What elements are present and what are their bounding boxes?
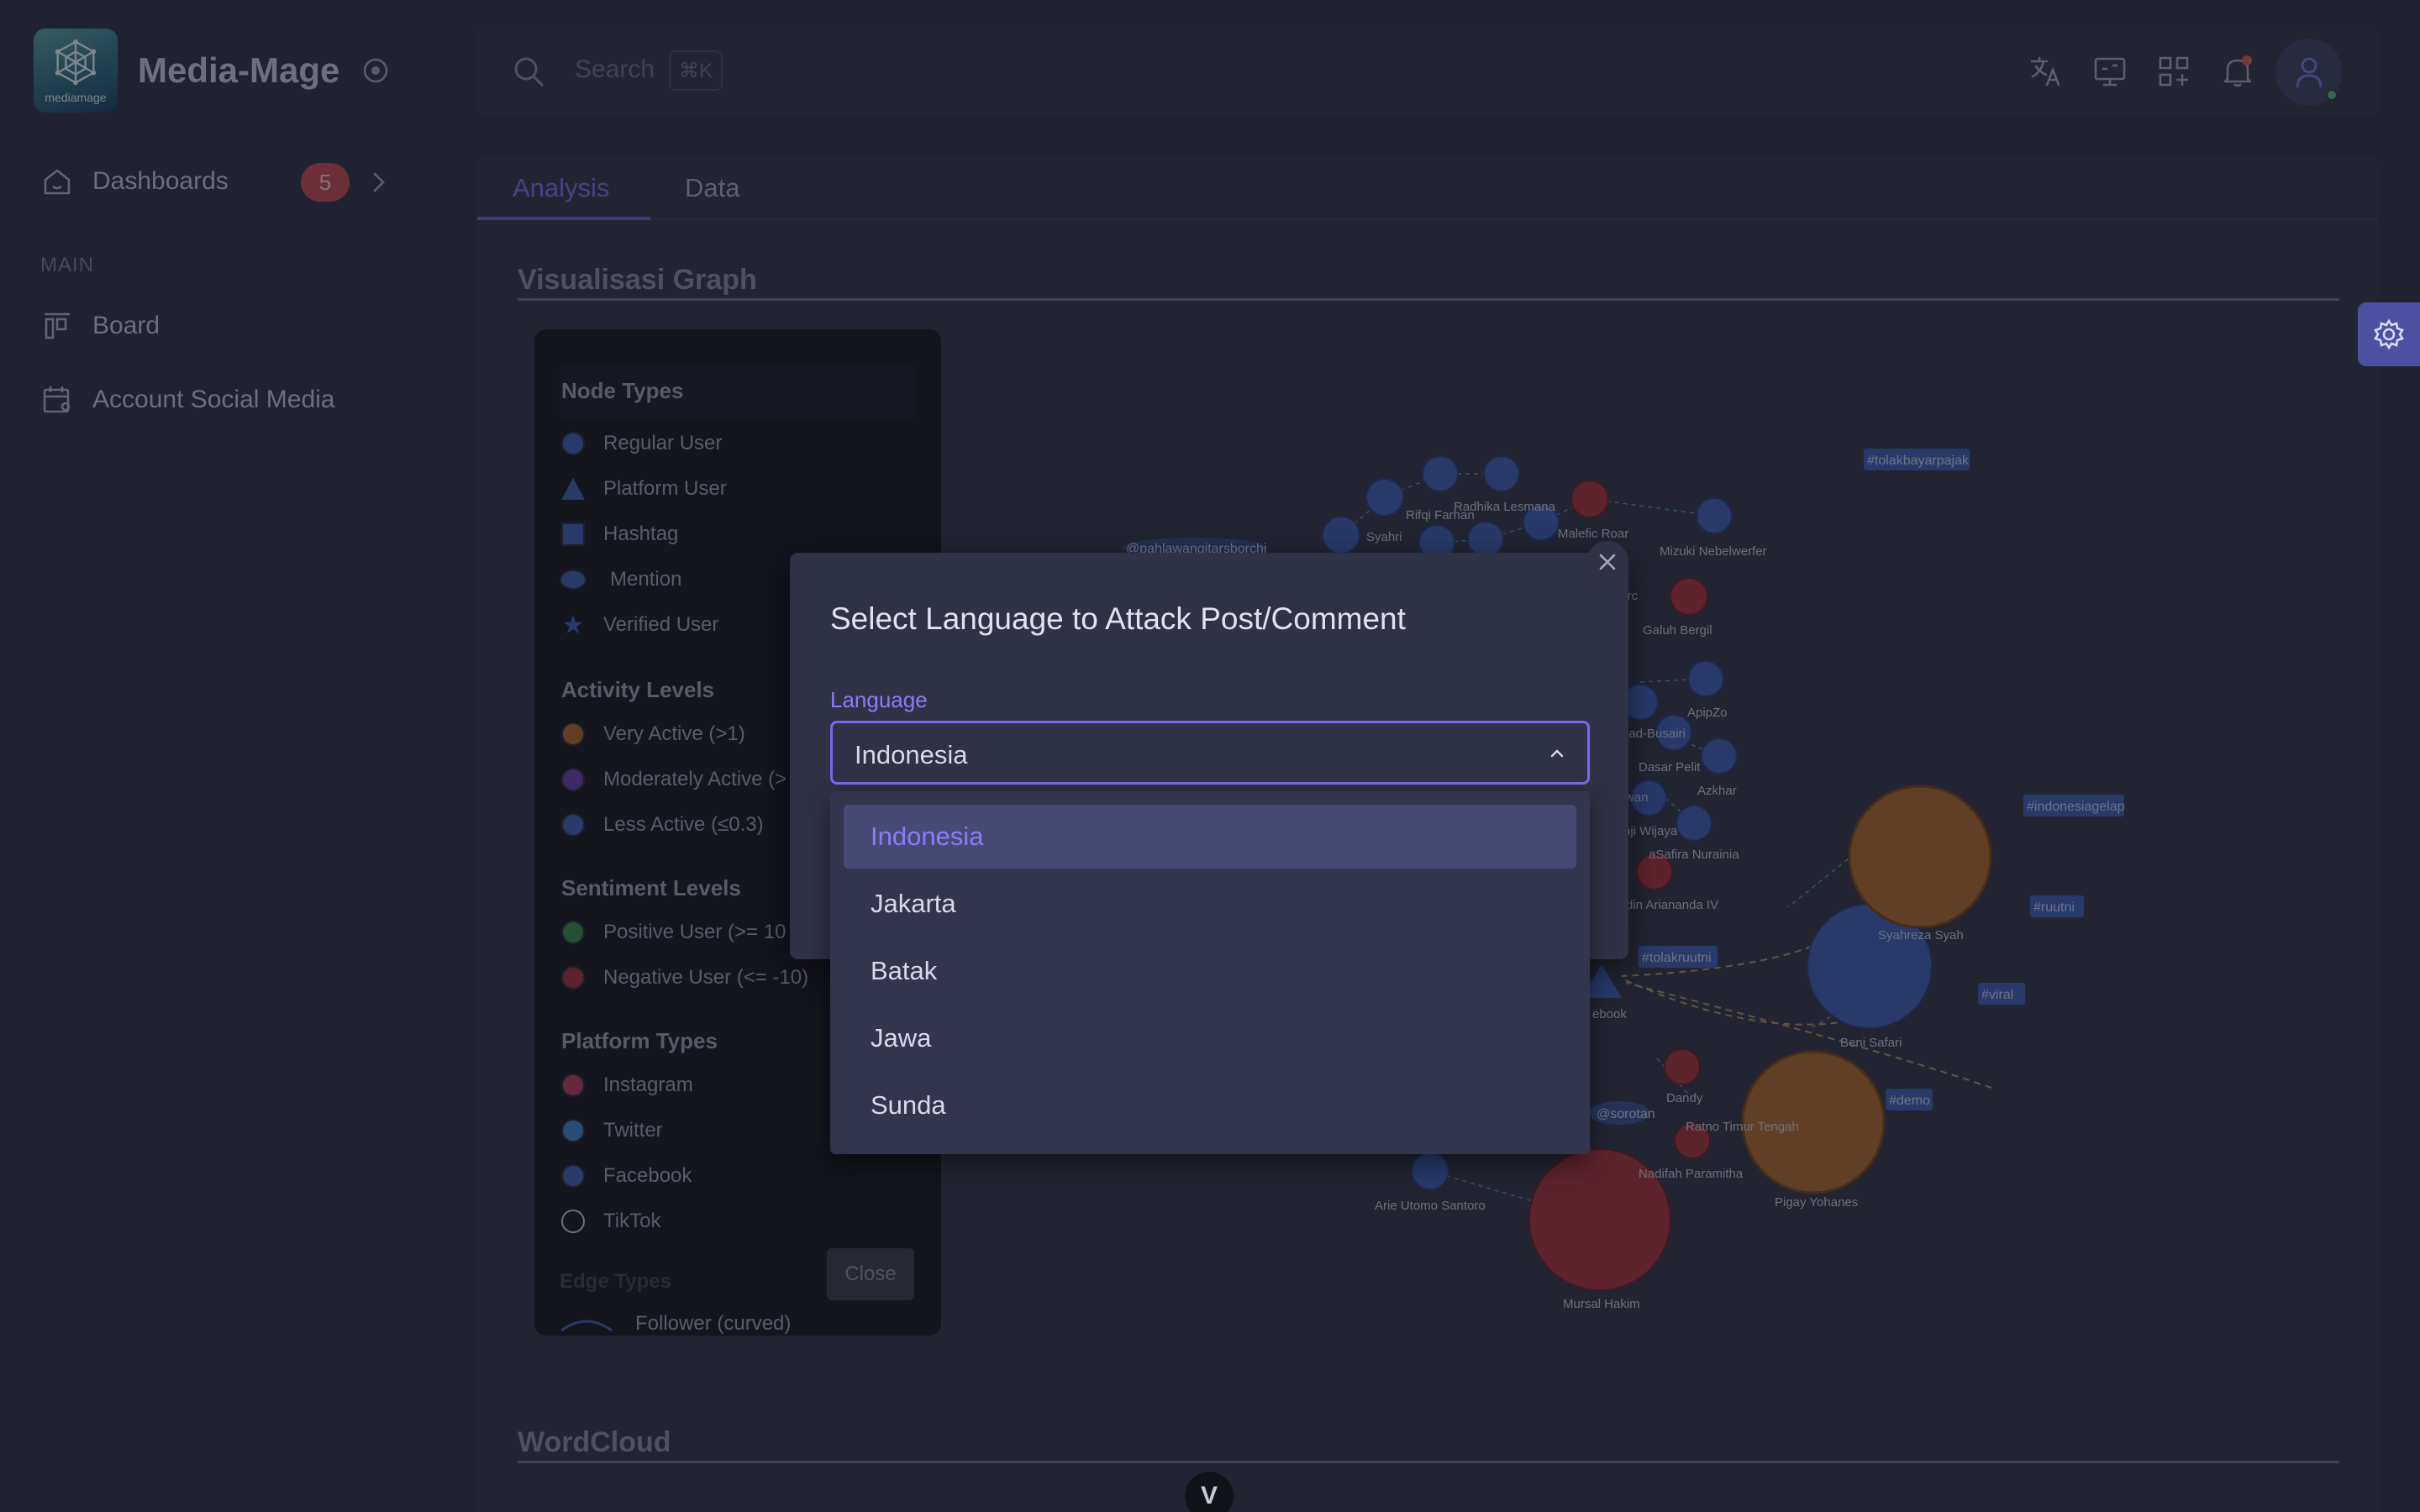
- language-option-jakarta[interactable]: Jakarta: [844, 872, 1576, 936]
- customizer-button[interactable]: [2358, 302, 2420, 366]
- language-dropdown: Indonesia Jakarta Batak Jawa Sunda: [830, 791, 1590, 1154]
- language-option-batak[interactable]: Batak: [844, 939, 1576, 1003]
- language-select-value: Indonesia: [855, 740, 968, 769]
- gear-icon: [2374, 318, 2404, 350]
- option-label: Jakarta: [871, 889, 956, 918]
- language-select[interactable]: Indonesia: [830, 721, 1590, 785]
- option-label: Batak: [871, 956, 938, 985]
- close-icon: [1599, 554, 1616, 570]
- option-label: Jawa: [871, 1023, 932, 1053]
- chevron-up-icon: [1550, 749, 1564, 758]
- modal-close-button[interactable]: [1586, 541, 1628, 583]
- language-option-sunda[interactable]: Sunda: [844, 1074, 1576, 1137]
- option-label: Indonesia: [871, 822, 984, 851]
- language-option-indonesia[interactable]: Indonesia: [844, 805, 1576, 869]
- scroll-down-button[interactable]: V: [1185, 1472, 1234, 1512]
- language-field-label: Language: [830, 687, 928, 712]
- option-label: Sunda: [871, 1090, 946, 1120]
- language-option-jawa[interactable]: Jawa: [844, 1006, 1576, 1070]
- chevron-down-icon: V: [1200, 1482, 1218, 1509]
- modal-title: Select Language to Attack Post/Comment: [830, 601, 1406, 636]
